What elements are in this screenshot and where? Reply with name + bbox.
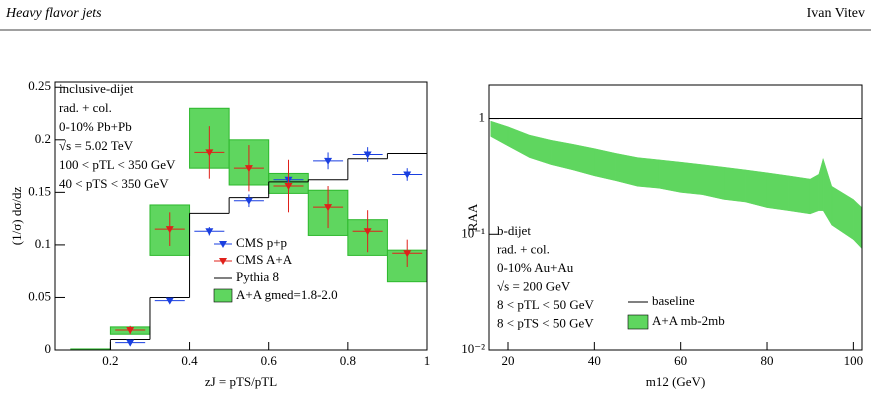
band-segment (809, 173, 820, 215)
marker (126, 339, 135, 347)
band-segment (831, 185, 854, 241)
band-segment (615, 153, 638, 187)
x-axis-label: m12 (GeV) (646, 374, 706, 389)
band-segment (680, 161, 703, 195)
legend-marker (219, 258, 227, 265)
marker (403, 250, 412, 258)
marker (284, 183, 293, 191)
annotation: √s = 5.02 TeV (59, 138, 134, 153)
legend-label: A+A gmed=1.8-2.0 (236, 287, 338, 302)
y-axis-label: (1/σ) dσ/dz (9, 187, 24, 246)
band-segment (637, 157, 660, 189)
annotation: inclusive-dijet (59, 81, 134, 96)
band-segment (766, 172, 789, 211)
legend-swatch (213, 288, 233, 303)
band-segment (658, 159, 681, 193)
x-tick-label: 0.6 (261, 353, 278, 368)
band-segment (529, 134, 552, 165)
marker (205, 228, 214, 236)
band-segment (572, 143, 595, 177)
marker (324, 157, 333, 165)
x-tick-label: 0.8 (340, 353, 356, 368)
annotation: rad. + col. (497, 241, 550, 256)
annotation: 100 < pTL < 350 GeV (59, 157, 176, 172)
marker (324, 204, 333, 212)
band-segment (550, 139, 574, 171)
legend-marker (219, 241, 227, 248)
marker (205, 149, 214, 157)
y-axis-label: RAA (465, 203, 480, 231)
band-segment (594, 148, 617, 182)
x-tick-label: 100 (844, 353, 864, 368)
annotation: √s = 200 GeV (497, 278, 571, 293)
annotation: 0-10% Au+Au (497, 260, 574, 275)
x-tick-label: 20 (501, 353, 514, 368)
plot-frame (54, 81, 428, 351)
band-segment (822, 158, 833, 227)
legend-label: A+A mb-2mb (652, 313, 725, 328)
y-tick-label: 10⁻² (461, 341, 485, 356)
legend-label: CMS A+A (236, 252, 293, 267)
y-tick-label: 0.25 (28, 78, 51, 93)
band-segment (853, 198, 863, 250)
marker (244, 165, 253, 173)
y-tick-label: 10⁻¹ (461, 225, 485, 240)
x-tick-label: 0.2 (102, 353, 118, 368)
band-segment (723, 166, 746, 203)
annotation: 0-10% Pb+Pb (59, 119, 132, 134)
legend-label: Pythia 8 (236, 269, 279, 284)
plot-frame (488, 84, 863, 351)
header-title: Heavy flavor jets (5, 6, 102, 21)
legend-swatch (627, 314, 649, 330)
x-tick-label: 1 (424, 353, 431, 368)
band-segment (818, 158, 824, 211)
x-tick-label: 40 (588, 353, 601, 368)
y-tick-label: 0.05 (28, 288, 51, 303)
annotation: rad. + col. (59, 100, 112, 115)
x-axis-label: zJ = pTS/pTL (205, 374, 277, 389)
annotation: 40 < pTS < 350 GeV (59, 176, 169, 191)
band-segment (490, 120, 509, 147)
legend-label: baseline (652, 293, 695, 308)
y-tick-label: 1 (479, 110, 486, 125)
x-tick-label: 60 (674, 353, 687, 368)
header-author: Ivan Vitev (807, 6, 865, 21)
y-tick-label: 0 (45, 341, 52, 356)
x-tick-label: 80 (761, 353, 774, 368)
x-tick-label: 0.4 (181, 353, 198, 368)
y-tick-label: 0.2 (35, 131, 51, 146)
marker (363, 228, 372, 236)
band-segment (702, 164, 725, 200)
marker (165, 226, 174, 234)
marker (165, 297, 174, 305)
y-tick-label: 0.15 (28, 183, 51, 198)
band-segment (788, 175, 811, 215)
y-tick-label: 0.1 (35, 236, 51, 251)
marker (403, 171, 412, 179)
band-segment (745, 169, 768, 208)
marker (126, 327, 135, 335)
marker (244, 197, 253, 205)
annotation: b-dijet (497, 223, 531, 238)
legend-label: CMS p+p (236, 235, 287, 250)
annotation: 8 < pTS < 50 GeV (497, 315, 594, 330)
annotation: 8 < pTL < 50 GeV (497, 297, 594, 312)
marker (363, 151, 372, 159)
band-segment (507, 126, 530, 159)
